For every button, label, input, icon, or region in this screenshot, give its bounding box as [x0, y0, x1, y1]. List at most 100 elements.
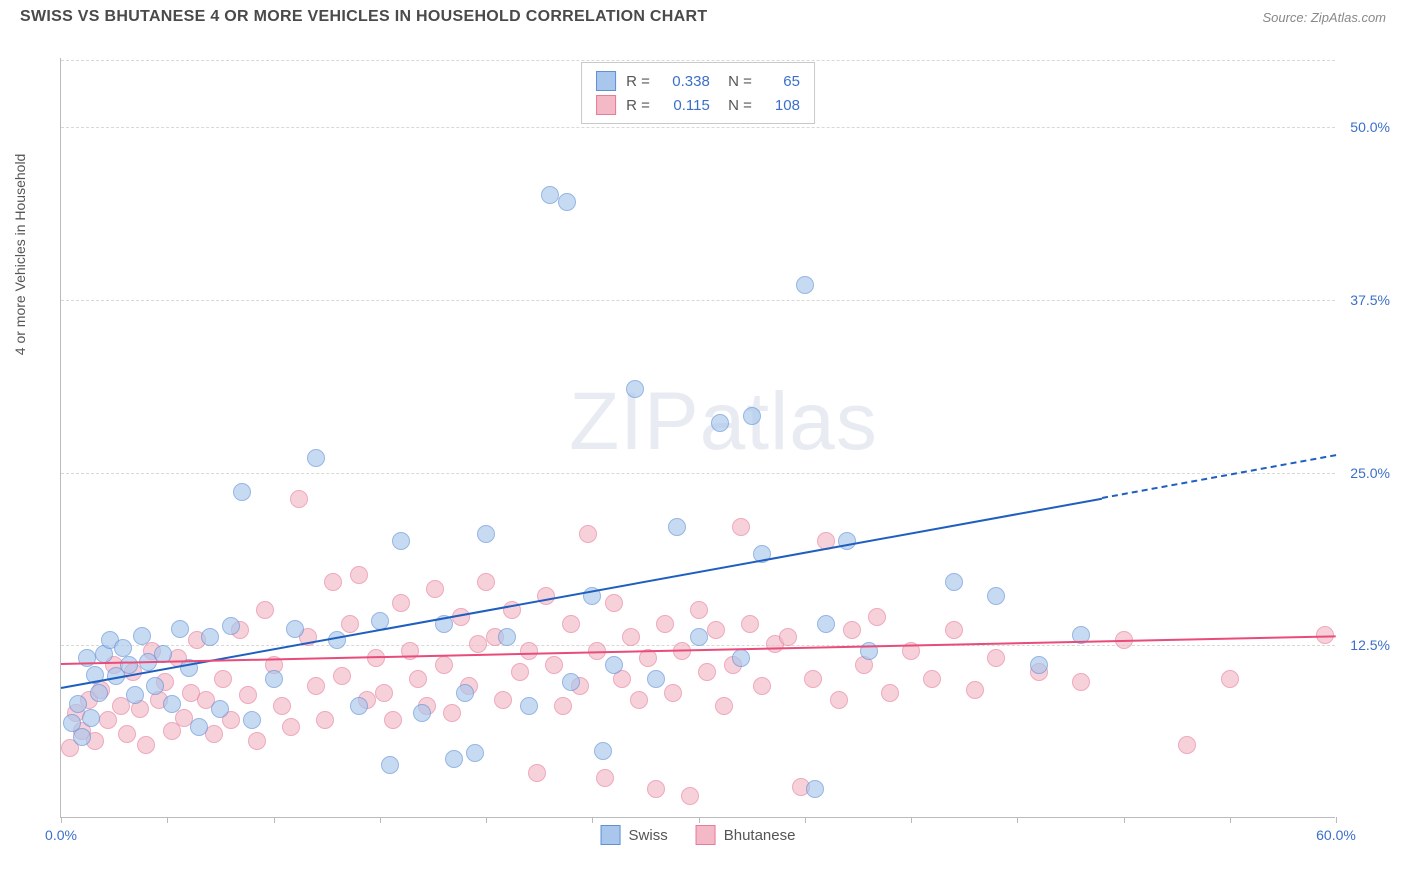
scatter-point: [605, 656, 623, 674]
stat-n-label: N =: [720, 73, 752, 90]
scatter-point: [520, 697, 538, 715]
bottom-legend-item: Bhutanese: [696, 825, 796, 845]
scatter-point: [498, 628, 516, 646]
x-tick: [805, 817, 806, 823]
scatter-point: [73, 728, 91, 746]
scatter-point: [435, 656, 453, 674]
scatter-point: [201, 628, 219, 646]
bottom-legend: Swiss Bhutanese: [601, 825, 796, 845]
scatter-point: [732, 518, 750, 536]
scatter-point: [233, 483, 251, 501]
stat-n-value: 65: [762, 73, 800, 90]
scatter-point: [307, 449, 325, 467]
legend-stats-box: R =0.338 N =65R =0.115 N =108: [581, 62, 815, 124]
scatter-point: [923, 670, 941, 688]
scatter-point: [443, 704, 461, 722]
grid-line: [61, 127, 1335, 128]
scatter-point: [146, 677, 164, 695]
scatter-point: [541, 186, 559, 204]
scatter-point: [333, 667, 351, 685]
scatter-point: [698, 663, 716, 681]
scatter-point: [656, 615, 674, 633]
x-tick: [699, 817, 700, 823]
chart-container: 4 or more Vehicles in Household ZIPatlas…: [50, 48, 1390, 848]
y-tick-label: 37.5%: [1350, 292, 1390, 308]
scatter-point: [868, 608, 886, 626]
chart-source: Source: ZipAtlas.com: [1262, 10, 1386, 25]
scatter-point: [630, 691, 648, 709]
x-tick-label: 0.0%: [45, 827, 77, 843]
scatter-point: [622, 628, 640, 646]
scatter-point: [830, 691, 848, 709]
legend-label: Bhutanese: [724, 827, 796, 844]
scatter-point: [190, 718, 208, 736]
legend-stats-row: R =0.338 N =65: [596, 69, 800, 93]
scatter-point: [392, 532, 410, 550]
chart-title: SWISS VS BHUTANESE 4 OR MORE VEHICLES IN…: [20, 8, 707, 26]
legend-swatch: [601, 825, 621, 845]
scatter-point: [1072, 673, 1090, 691]
y-tick-label: 50.0%: [1350, 119, 1390, 135]
scatter-point: [350, 566, 368, 584]
scatter-point: [375, 684, 393, 702]
scatter-point: [211, 700, 229, 718]
x-tick: [911, 817, 912, 823]
scatter-point: [596, 769, 614, 787]
scatter-point: [456, 684, 474, 702]
legend-swatch: [696, 825, 716, 845]
scatter-point: [99, 711, 117, 729]
scatter-point: [273, 697, 291, 715]
x-tick: [1017, 817, 1018, 823]
scatter-point: [711, 414, 729, 432]
scatter-point: [381, 756, 399, 774]
x-tick: [167, 817, 168, 823]
scatter-point: [664, 684, 682, 702]
chart-header: SWISS VS BHUTANESE 4 OR MORE VEHICLES IN…: [0, 0, 1406, 30]
scatter-point: [511, 663, 529, 681]
scatter-point: [494, 691, 512, 709]
scatter-point: [528, 764, 546, 782]
x-tick: [274, 817, 275, 823]
grid-line: [61, 473, 1335, 474]
scatter-point: [222, 617, 240, 635]
stat-r-value: 0.115: [660, 97, 710, 114]
scatter-point: [562, 615, 580, 633]
scatter-point: [520, 642, 538, 660]
scatter-point: [554, 697, 572, 715]
scatter-point: [328, 631, 346, 649]
scatter-point: [392, 594, 410, 612]
bottom-legend-item: Swiss: [601, 825, 668, 845]
x-tick: [380, 817, 381, 823]
scatter-point: [256, 601, 274, 619]
scatter-point: [316, 711, 334, 729]
scatter-point: [690, 601, 708, 619]
legend-swatch: [596, 95, 616, 115]
scatter-point: [477, 525, 495, 543]
scatter-point: [1030, 656, 1048, 674]
trend-line: [1102, 455, 1336, 500]
scatter-point: [562, 673, 580, 691]
scatter-point: [987, 587, 1005, 605]
x-tick: [1230, 817, 1231, 823]
scatter-point: [715, 697, 733, 715]
x-tick: [592, 817, 593, 823]
legend-label: Swiss: [629, 827, 668, 844]
scatter-point: [118, 725, 136, 743]
legend-stats-row: R =0.115 N =108: [596, 93, 800, 117]
scatter-point: [668, 518, 686, 536]
scatter-point: [384, 711, 402, 729]
scatter-point: [466, 744, 484, 762]
scatter-point: [681, 787, 699, 805]
scatter-point: [90, 684, 108, 702]
scatter-point: [126, 686, 144, 704]
scatter-point: [163, 722, 181, 740]
plot-area: ZIPatlas R =0.338 N =65R =0.115 N =108 S…: [60, 58, 1335, 818]
scatter-point: [817, 615, 835, 633]
scatter-point: [409, 670, 427, 688]
scatter-point: [707, 621, 725, 639]
scatter-point: [743, 407, 761, 425]
scatter-point: [804, 670, 822, 688]
stat-n-label: N =: [720, 97, 752, 114]
scatter-point: [324, 573, 342, 591]
stat-r-value: 0.338: [660, 73, 710, 90]
